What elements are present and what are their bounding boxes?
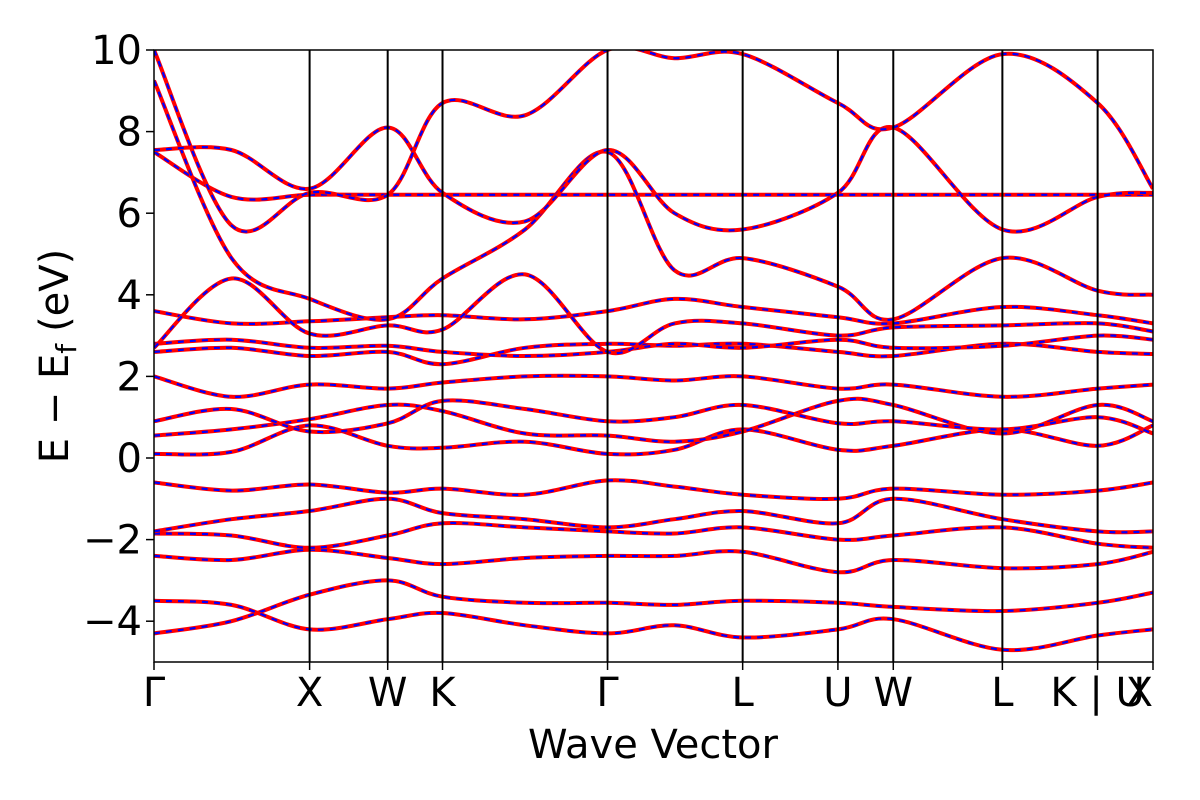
y-tick-label-0: −4 — [83, 599, 142, 645]
band-14-dashed-overlay — [154, 273, 1153, 355]
y-tick-label-4: 4 — [117, 273, 142, 319]
band-2-dashed-overlay — [154, 599, 1153, 652]
plot-frame — [153, 49, 1154, 663]
band-9-line — [154, 398, 1153, 436]
y-tick-label-6: 8 — [117, 110, 142, 156]
y-tick-label-2: 0 — [117, 436, 142, 482]
band-7-dashed-overlay — [154, 424, 1153, 456]
band-15-dashed-overlay — [154, 151, 1153, 201]
x-tick-label-7: W — [874, 670, 914, 716]
x-tick-label-0: Γ — [143, 670, 166, 716]
y-axis-label-subscript: f — [50, 343, 83, 354]
x-tick-label-4: Γ — [596, 670, 619, 716]
band-6-dashed-overlay — [154, 479, 1153, 501]
x-tick-label-3: K — [429, 670, 457, 716]
x-tick-label-2: W — [368, 670, 408, 716]
y-tick-label-7: 10 — [91, 28, 142, 74]
y-tick-label-1: −2 — [83, 518, 142, 564]
y-axis: −4 −2 0 2 4 6 8 10 — [83, 28, 154, 645]
y-tick-label-3: 2 — [117, 354, 142, 400]
x-tick-label-10: X — [1126, 670, 1153, 716]
y-axis-label: E − Ef (eV) — [32, 249, 83, 464]
x-tick-label-1: X — [296, 670, 323, 716]
band-5-dashed-overlay — [154, 497, 1153, 534]
band-18-dashed-overlay — [154, 50, 1153, 233]
kpoint-divider-lines — [308, 50, 1099, 662]
x-tick-label-8: L — [991, 670, 1014, 716]
x-axis-label: Wave Vector — [528, 722, 779, 768]
x-tick-label-9: K | U — [1050, 670, 1144, 716]
band-12-dashed-overlay — [154, 334, 1153, 358]
band-13-dashed-overlay — [154, 297, 1153, 326]
x-tick-label-6: U — [823, 670, 852, 716]
y-axis-label-unit: (eV) — [32, 249, 78, 332]
x-tick-label-5: L — [732, 670, 755, 716]
band-10-dashed-overlay — [154, 374, 1153, 398]
y-tick-label-5: 6 — [117, 191, 142, 237]
band-4-dashed-overlay — [154, 521, 1153, 549]
band-1-dashed-overlay — [154, 579, 1153, 635]
band-8-dashed-overlay — [154, 397, 1153, 443]
band-17-dashed-overlay — [154, 126, 1153, 233]
band-3-dashed-overlay — [154, 548, 1153, 574]
y-axis-label-main: E − E — [32, 354, 78, 464]
